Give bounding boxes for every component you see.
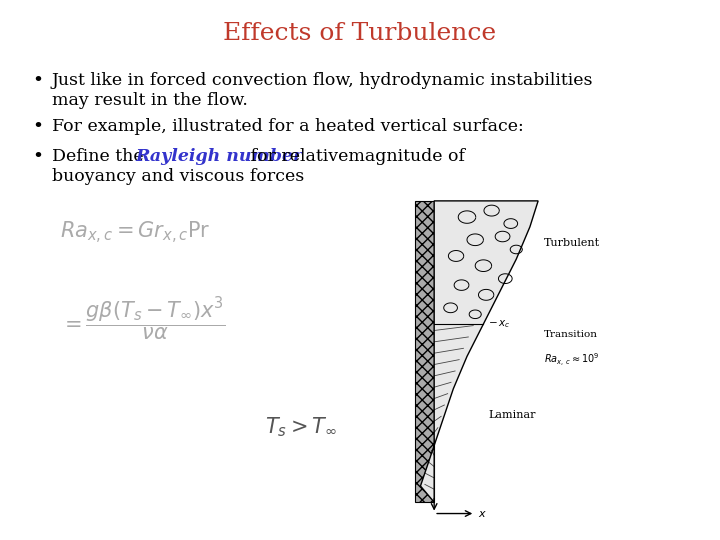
- Text: $=\dfrac{g\beta(T_s-T_\infty)x^3}{\nu\alpha}$: $=\dfrac{g\beta(T_s-T_\infty)x^3}{\nu\al…: [60, 295, 226, 343]
- Text: For example, illustrated for a heated vertical surface:: For example, illustrated for a heated ve…: [52, 118, 523, 135]
- Text: $Ra_{x,c}=Gr_{x,c}\mathrm{Pr}$: $Ra_{x,c}=Gr_{x,c}\mathrm{Pr}$: [60, 220, 210, 246]
- Text: •: •: [32, 72, 43, 90]
- Text: $T_s>T_\infty$: $T_s>T_\infty$: [265, 415, 337, 438]
- Text: Effects of Turbulence: Effects of Turbulence: [223, 22, 497, 45]
- Text: for relativemagnitude of: for relativemagnitude of: [245, 148, 465, 165]
- Text: $Ra_{x,\,c}\approx 10^9$: $Ra_{x,\,c}\approx 10^9$: [544, 352, 599, 368]
- Text: Just like in forced convection flow, hydrodynamic instabilities: Just like in forced convection flow, hyd…: [52, 72, 593, 89]
- Text: Turbulent: Turbulent: [544, 238, 600, 248]
- Text: Laminar: Laminar: [489, 410, 536, 420]
- Text: •: •: [32, 118, 43, 136]
- Text: may result in the flow.: may result in the flow.: [52, 92, 248, 109]
- Text: Rayleigh number: Rayleigh number: [135, 148, 302, 165]
- Polygon shape: [420, 201, 538, 502]
- Text: Transition: Transition: [544, 330, 598, 340]
- Bar: [415, 201, 434, 502]
- Text: Define the: Define the: [52, 148, 149, 165]
- Text: buoyancy and viscous forces: buoyancy and viscous forces: [52, 168, 305, 185]
- Text: $-\,x_c$: $-\,x_c$: [487, 318, 510, 330]
- Text: •: •: [32, 148, 43, 166]
- Text: $x$: $x$: [478, 509, 487, 518]
